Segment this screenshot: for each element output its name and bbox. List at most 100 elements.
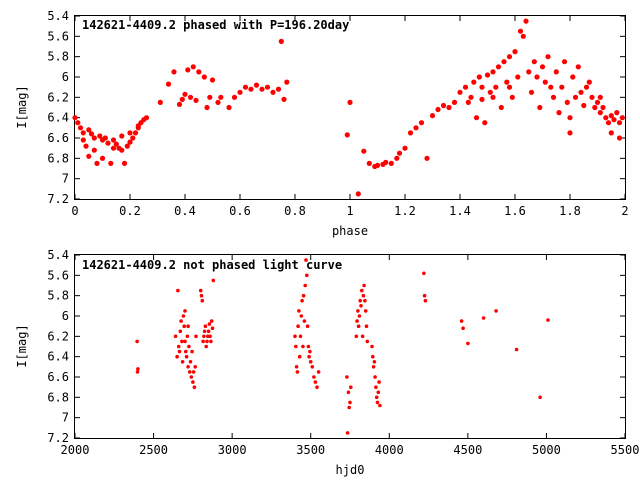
data-point xyxy=(597,94,603,100)
data-point xyxy=(207,94,213,100)
data-point xyxy=(305,324,310,329)
data-point xyxy=(187,344,191,349)
data-point xyxy=(299,314,304,318)
data-point xyxy=(545,54,551,60)
x-tick-label: 0.4 xyxy=(174,204,196,218)
data-point xyxy=(201,74,207,80)
x-tick-label: 1.6 xyxy=(504,204,526,218)
data-point xyxy=(226,104,232,111)
data-point xyxy=(363,298,367,303)
x-tick-label: 2500 xyxy=(139,443,168,457)
data-point xyxy=(376,390,381,395)
data-point xyxy=(211,278,216,283)
data-point xyxy=(424,155,430,161)
data-point xyxy=(418,120,425,126)
data-point xyxy=(278,38,284,45)
data-point xyxy=(284,79,290,85)
data-point xyxy=(548,84,554,90)
data-point xyxy=(307,354,311,359)
y-tick-label: 5.8 xyxy=(47,50,69,64)
data-point xyxy=(364,324,369,329)
data-point xyxy=(105,140,111,146)
data-point xyxy=(110,137,117,143)
data-point xyxy=(345,375,349,379)
data-point xyxy=(495,64,502,70)
data-point xyxy=(196,69,202,75)
data-point xyxy=(526,69,532,75)
data-point xyxy=(347,99,353,105)
data-point xyxy=(528,89,535,95)
data-point xyxy=(177,349,182,354)
data-point xyxy=(218,94,224,100)
data-point xyxy=(310,365,315,369)
y-tick-label: 6.6 xyxy=(47,131,69,145)
chart-title: 142621-4409.2 not phased light curve xyxy=(82,258,342,272)
data-point xyxy=(308,360,313,364)
data-point xyxy=(360,288,364,293)
data-point xyxy=(304,258,308,262)
data-point xyxy=(517,28,524,34)
y-tick-label: 5.4 xyxy=(47,9,69,23)
data-point xyxy=(191,380,195,384)
data-point xyxy=(504,79,510,85)
data-point xyxy=(72,115,78,121)
data-point xyxy=(209,77,216,83)
y-tick-label: 5.6 xyxy=(47,29,69,43)
data-point xyxy=(514,347,519,352)
x-tick-labels: 2000 2500 3000 3500 4000 4500 5000 5500 xyxy=(61,443,640,457)
y-tick-label: 6.8 xyxy=(47,390,69,404)
data-point xyxy=(208,334,212,339)
data-point xyxy=(124,143,130,149)
data-point xyxy=(204,344,208,349)
data-point xyxy=(294,365,299,369)
data-point xyxy=(471,79,477,85)
data-point xyxy=(567,115,573,121)
data-point xyxy=(132,130,139,136)
data-point xyxy=(603,115,609,121)
data-point xyxy=(119,147,125,153)
data-point xyxy=(394,155,400,161)
data-point xyxy=(594,99,601,105)
data-point xyxy=(546,318,550,322)
data-point xyxy=(459,319,464,323)
data-point xyxy=(616,120,623,126)
y-tick-label: 6.6 xyxy=(47,370,69,384)
data-point xyxy=(188,360,193,364)
data-point xyxy=(378,403,382,408)
data-point xyxy=(190,349,194,354)
y-axis-label: I[mag] xyxy=(15,85,29,128)
y-tick-label: 6 xyxy=(62,309,69,323)
y-tick-label: 5.4 xyxy=(47,248,69,262)
data-point xyxy=(482,120,488,126)
data-point xyxy=(451,99,458,105)
data-point xyxy=(253,82,260,88)
data-point xyxy=(375,400,380,405)
data-point xyxy=(567,130,573,136)
x-tick-label: 0.6 xyxy=(229,204,251,218)
data-point xyxy=(373,375,377,379)
data-point xyxy=(360,334,365,339)
data-point xyxy=(374,395,379,400)
data-point xyxy=(358,298,363,303)
data-point xyxy=(619,115,625,121)
data-point xyxy=(305,273,309,278)
data-point xyxy=(185,67,191,73)
data-point xyxy=(356,309,360,313)
data-point xyxy=(180,360,185,364)
data-point xyxy=(193,97,199,103)
data-point xyxy=(294,344,298,349)
data-point xyxy=(440,102,447,109)
data-point xyxy=(209,339,213,344)
y-tick-label: 7.2 xyxy=(47,192,69,206)
data-point xyxy=(165,81,172,87)
y-tick-label: 6.2 xyxy=(47,329,69,343)
data-point xyxy=(315,385,319,390)
data-point xyxy=(572,94,579,100)
data-point xyxy=(259,86,265,92)
x-tick-label: 0.8 xyxy=(284,204,306,218)
x-tick-label: 5500 xyxy=(611,443,640,457)
y-tick-label: 6.8 xyxy=(47,151,69,165)
data-point xyxy=(97,133,103,139)
y-tick-labels: 5.4 5.6 5.8 6 6.2 6.4 6.6 6.8 7 7.2 xyxy=(47,248,69,445)
data-point xyxy=(301,293,306,298)
